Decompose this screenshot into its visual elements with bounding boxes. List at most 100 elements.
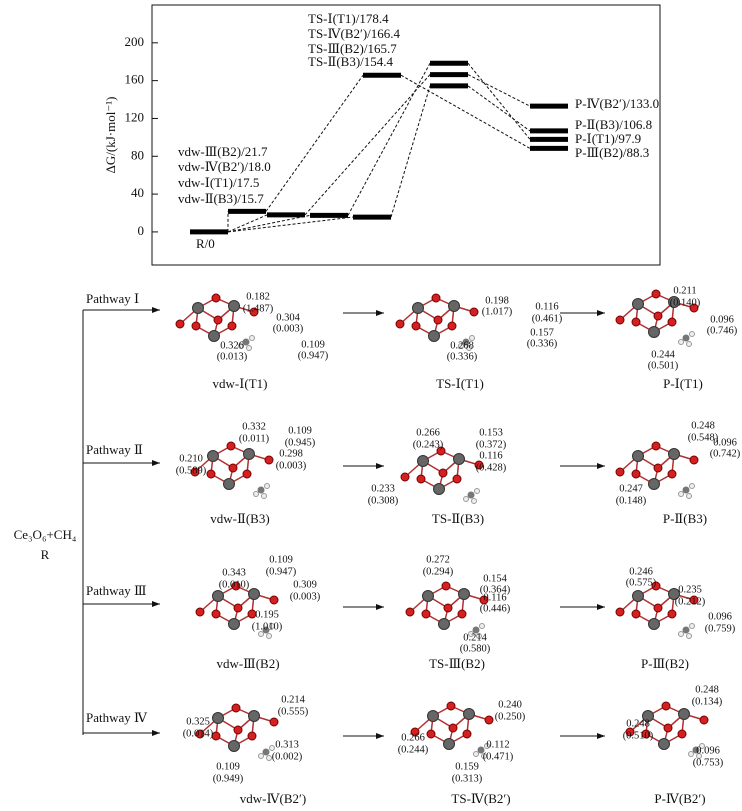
bond-annotation: 0.240 bbox=[498, 699, 522, 710]
oxygen-atom bbox=[405, 607, 415, 617]
oxygen-atom bbox=[474, 460, 484, 470]
level-label: TS-Ⅲ(B2)/165.7 bbox=[308, 41, 397, 56]
hydrogen-atom bbox=[258, 753, 264, 759]
bond-annotation: 0.248 bbox=[626, 718, 650, 729]
oxygen-atom bbox=[249, 307, 259, 317]
carbon-atom bbox=[692, 746, 700, 754]
oxygen-atom bbox=[269, 717, 279, 727]
bond-annotation: (0.742) bbox=[710, 448, 741, 459]
oxygen-atom bbox=[233, 603, 243, 613]
level-label: TS-Ⅰ(T1)/178.4 bbox=[308, 11, 389, 26]
oxygen-atom bbox=[457, 609, 467, 619]
bond-annotation: 0.109 bbox=[288, 425, 312, 436]
level-label: P-Ⅰ(T1)/97.9 bbox=[575, 131, 641, 146]
structure-name: vdw-Ⅱ(B3) bbox=[210, 511, 269, 526]
hydrogen-atom bbox=[466, 345, 472, 351]
oxygen-atom bbox=[667, 317, 677, 327]
structure-name: P-Ⅰ(T1) bbox=[663, 376, 703, 391]
bond-annotation: 0.247 bbox=[619, 483, 643, 494]
bond-annotation: 0.248 bbox=[695, 684, 719, 695]
hydrogen-atom bbox=[699, 743, 705, 749]
hydrogen-atom bbox=[689, 623, 695, 629]
bond-annotation: (0.003) bbox=[276, 460, 307, 471]
bond-annotation: 0.198 bbox=[485, 295, 509, 306]
oxygen-atom bbox=[411, 321, 421, 331]
oxygen-atom bbox=[247, 731, 257, 741]
hydrogen-atom bbox=[264, 483, 270, 489]
oxygen-atom bbox=[443, 603, 453, 613]
carbon-atom bbox=[477, 746, 485, 754]
bond-annotation: (0.244) bbox=[398, 744, 429, 755]
pathway-label: Pathway Ⅳ bbox=[86, 710, 148, 725]
hydrogen-atom bbox=[269, 623, 275, 629]
bond-annotation: 0.116 bbox=[479, 450, 502, 461]
bond-annotation: 0.233 bbox=[371, 483, 395, 494]
oxygen-atom bbox=[641, 729, 651, 739]
bond-annotation: 0.246 bbox=[629, 566, 653, 577]
level-label: P-Ⅳ(B2′)/133.0 bbox=[575, 96, 659, 111]
connector bbox=[467, 85, 531, 132]
cerium-atom bbox=[428, 330, 440, 342]
oxygen-atom bbox=[410, 727, 420, 737]
hydrogen-atom bbox=[471, 498, 477, 504]
oxygen-atom bbox=[615, 315, 625, 325]
cerium-atom bbox=[648, 478, 660, 490]
bond-annotation: 0.096 bbox=[708, 611, 732, 622]
bond-annotation: (0.580) bbox=[460, 643, 491, 654]
level-label: vdw-Ⅲ(B2)/21.7 bbox=[178, 144, 268, 159]
hydrogen-atom bbox=[481, 753, 487, 759]
structure-name: vdw-Ⅰ(T1) bbox=[213, 376, 268, 391]
bond-annotation: 0.272 bbox=[426, 554, 450, 565]
bond-annotation: (0.372) bbox=[476, 439, 507, 450]
y-tick-label: 160 bbox=[125, 72, 145, 87]
carbon-atom bbox=[242, 338, 250, 346]
bond-annotation: 0.244 bbox=[651, 349, 675, 360]
oxygen-atom bbox=[446, 701, 456, 711]
bond-annotation: 0.157 bbox=[530, 327, 554, 338]
bond-annotation: (0.575) bbox=[626, 577, 657, 588]
oxygen-atom bbox=[436, 446, 446, 456]
oxygen-atom bbox=[400, 472, 410, 482]
bond-annotation: (0.250) bbox=[495, 711, 526, 722]
bond-annotation: (0.294) bbox=[423, 566, 454, 577]
bond-annotation: 0.309 bbox=[293, 579, 317, 590]
bond-annotation: 0.195 bbox=[255, 609, 279, 620]
oxygen-atom bbox=[469, 307, 479, 317]
cerium-atom bbox=[678, 708, 690, 720]
hydrogen-atom bbox=[696, 753, 702, 759]
level-label: TS-Ⅳ(B2′)/166.4 bbox=[308, 26, 401, 41]
bond-annotation: 0.159 bbox=[455, 761, 479, 772]
cerium-atom bbox=[248, 710, 260, 722]
oxygen-atom bbox=[625, 727, 635, 737]
cerium-atom bbox=[648, 326, 660, 338]
bond-annotation: 0.326 bbox=[220, 340, 244, 351]
oxygen-atom bbox=[447, 321, 457, 331]
oxygen-atom bbox=[433, 315, 443, 325]
hydrogen-atom bbox=[458, 343, 464, 349]
hydrogen-atom bbox=[473, 751, 479, 757]
bond-annotation: (0.947) bbox=[266, 566, 297, 577]
bond-annotation: 0.096 bbox=[710, 314, 734, 325]
hydrogen-atom bbox=[469, 335, 475, 341]
oxygen-atom bbox=[228, 463, 238, 473]
cerium-atom bbox=[453, 453, 465, 465]
cerium-atom bbox=[658, 738, 670, 750]
oxygen-atom bbox=[631, 317, 641, 327]
bond-annotation: 0.116 bbox=[535, 301, 558, 312]
hydrogen-atom bbox=[249, 335, 255, 341]
bond-annotation: (0.134) bbox=[692, 696, 723, 707]
oxygen-atom bbox=[631, 469, 641, 479]
bond-annotation: 0.096 bbox=[713, 437, 737, 448]
oxygen-atom bbox=[661, 701, 671, 711]
oxygen-atom bbox=[651, 289, 661, 299]
oxygen-atom bbox=[190, 467, 200, 477]
hydrogen-atom bbox=[246, 345, 252, 351]
hydrogen-atom bbox=[266, 755, 272, 761]
oxygen-atom bbox=[667, 469, 677, 479]
level-label: vdw-Ⅱ(B3)/15.7 bbox=[178, 191, 264, 206]
oxygen-atom bbox=[667, 609, 677, 619]
oxygen-atom bbox=[211, 609, 221, 619]
connector bbox=[390, 85, 431, 218]
bond-annotation: 0.268 bbox=[450, 340, 474, 351]
